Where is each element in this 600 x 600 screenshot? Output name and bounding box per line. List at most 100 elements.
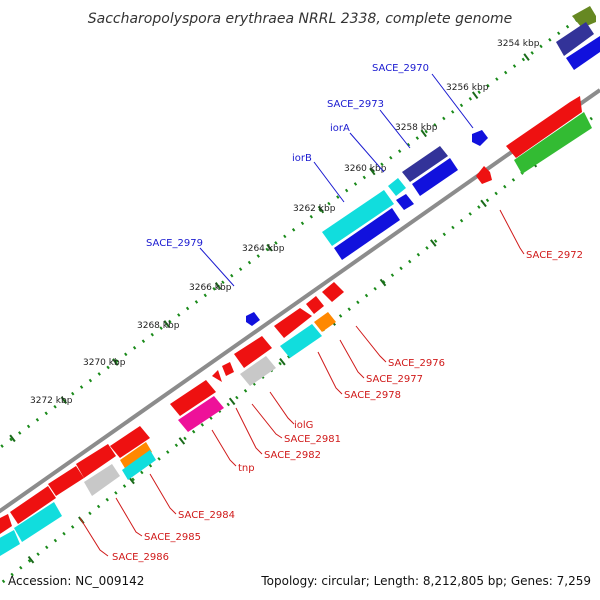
label-sace-2978[interactable]: SACE_2978	[344, 390, 401, 401]
tick-label-3272: 3272 kbp	[30, 396, 73, 406]
major-tick-0	[523, 53, 530, 61]
gene-blue-iora-inner[interactable]	[412, 158, 458, 196]
label-sace-2986[interactable]: SACE_2986	[112, 552, 169, 563]
gene-sace-2979[interactable]	[246, 312, 260, 326]
gene-tnp-red[interactable]	[170, 380, 216, 416]
gene-red-2978a[interactable]	[274, 308, 312, 338]
leader-sace-2986	[79, 517, 109, 557]
gene-red-right[interactable]	[506, 96, 582, 158]
gene-red-2984a[interactable]	[110, 426, 150, 458]
gene-sace-2978[interactable]	[280, 324, 322, 358]
gene-sace-2977[interactable]	[314, 312, 336, 332]
major-tick-1	[430, 239, 437, 247]
label-sace-2976[interactable]: SACE_2976	[388, 358, 445, 369]
gene-red-2986b[interactable]	[0, 514, 12, 534]
tick-label-3268: 3268 kbp	[137, 321, 180, 331]
major-tick-0	[214, 282, 222, 290]
tick-label-3262: 3262 kbp	[293, 204, 336, 214]
leader-sace-2976	[355, 325, 387, 363]
gene-sace-2985[interactable]	[84, 464, 120, 496]
gene-blue-top-right[interactable]	[566, 36, 600, 70]
label-sace-2984[interactable]: SACE_2984	[178, 510, 235, 521]
tick-label-3254: 3254 kbp	[497, 39, 540, 49]
forward-genes	[246, 6, 596, 326]
leader-iorb	[313, 161, 345, 203]
leader-sace-2977	[339, 339, 365, 379]
label-sace-2972[interactable]: SACE_2972	[526, 250, 583, 261]
major-tick-0	[9, 434, 16, 443]
leader-lines	[79, 73, 525, 557]
label-sace-2982[interactable]: SACE_2982	[264, 450, 321, 461]
leader-iora	[349, 132, 385, 173]
gene-iolg[interactable]	[240, 356, 276, 386]
inner-tick-arc	[0, 116, 593, 587]
gene-sace-2984[interactable]	[120, 442, 152, 470]
gene-red-2984b[interactable]	[76, 444, 116, 478]
leader-sace-2982	[235, 407, 263, 455]
gene-navy-top[interactable]	[556, 22, 594, 56]
label-tnp[interactable]: tnp	[238, 463, 255, 474]
leader-iolg	[269, 391, 295, 425]
leader-sace-2981	[251, 403, 283, 439]
gene-sace-2969-olive[interactable]	[572, 6, 596, 28]
gene-sace-2970[interactable]	[472, 130, 488, 146]
leader-sace-2978	[317, 351, 343, 395]
gene-sace-2982[interactable]	[212, 370, 222, 382]
label-sace-2985[interactable]: SACE_2985	[144, 532, 201, 543]
label-iora[interactable]: iorA	[330, 123, 350, 134]
leader-sace-2972	[499, 209, 525, 255]
label-sace-2979[interactable]: SACE_2979	[146, 238, 203, 249]
major-tick-1	[379, 278, 387, 287]
gene-red-2976b[interactable]	[306, 296, 324, 314]
label-sace-2973[interactable]: SACE_2973	[327, 99, 384, 110]
gene-blue-small-inner[interactable]	[396, 194, 414, 210]
gene-sace-2981[interactable]	[222, 362, 234, 376]
major-tick-1	[228, 397, 236, 406]
tick-labels: 3254 kbp 3256 kbp 3258 kbp 3260 kbp 3262…	[30, 39, 540, 406]
major-tick-0	[317, 205, 325, 214]
major-tick-0	[163, 320, 170, 328]
leader-sace-2979	[199, 247, 235, 287]
genome-summary-text: Topology: circular; Length: 8,212,805 bp…	[260, 574, 591, 588]
accession-text: Accession: NC_009142	[8, 574, 144, 588]
major-tick-1	[480, 199, 487, 208]
gene-tnp[interactable]	[178, 396, 224, 432]
gene-sace-2972[interactable]	[476, 166, 492, 184]
gene-green-right[interactable]	[514, 112, 592, 174]
label-sace-2977[interactable]: SACE_2977	[366, 374, 423, 385]
outer-tick-arc	[0, 11, 587, 450]
gene-iorb[interactable]	[322, 190, 394, 246]
leader-sace-2973	[379, 109, 411, 149]
tick-label-3256: 3256 kbp	[446, 83, 489, 93]
gene-sace-2976[interactable]	[322, 282, 344, 302]
gene-red-2986a[interactable]	[10, 486, 56, 524]
label-iorb[interactable]: iorB	[292, 153, 312, 164]
major-tick-0	[369, 167, 376, 176]
major-tick-1	[178, 437, 186, 445]
tick-label-3260: 3260 kbp	[344, 164, 387, 174]
gene-iora[interactable]	[388, 178, 406, 196]
label-sace-2981[interactable]: SACE_2981	[284, 434, 341, 445]
major-tick-1	[27, 555, 35, 564]
label-sace-2970[interactable]: SACE_2970	[372, 63, 429, 74]
gene-sace-2973-navy[interactable]	[402, 146, 448, 182]
gene-cyan-2986b[interactable]	[0, 530, 20, 556]
gene-cyan-2984[interactable]	[122, 450, 156, 480]
major-tick-0	[112, 358, 119, 366]
tick-label-3266: 3266 kbp	[189, 283, 232, 293]
gene-sace-2986[interactable]	[14, 502, 62, 542]
gene-blue-iorb-inner[interactable]	[334, 208, 400, 260]
tick-label-3270: 3270 kbp	[83, 358, 126, 368]
map-title: Saccharopolyspora erythraea NRRL 2338, c…	[88, 11, 513, 27]
gene-red-iolg[interactable]	[234, 336, 272, 368]
major-tick-0	[471, 91, 479, 100]
gene-red-2985a[interactable]	[48, 466, 84, 496]
leader-sace-2984	[149, 473, 177, 515]
major-tick-0	[420, 129, 427, 138]
major-tick-1	[279, 357, 286, 366]
leader-sace-2985	[115, 497, 143, 537]
major-tick-0	[60, 396, 68, 404]
tick-label-3264: 3264 kbp	[242, 244, 285, 254]
label-iolg[interactable]: iolG	[294, 420, 313, 431]
